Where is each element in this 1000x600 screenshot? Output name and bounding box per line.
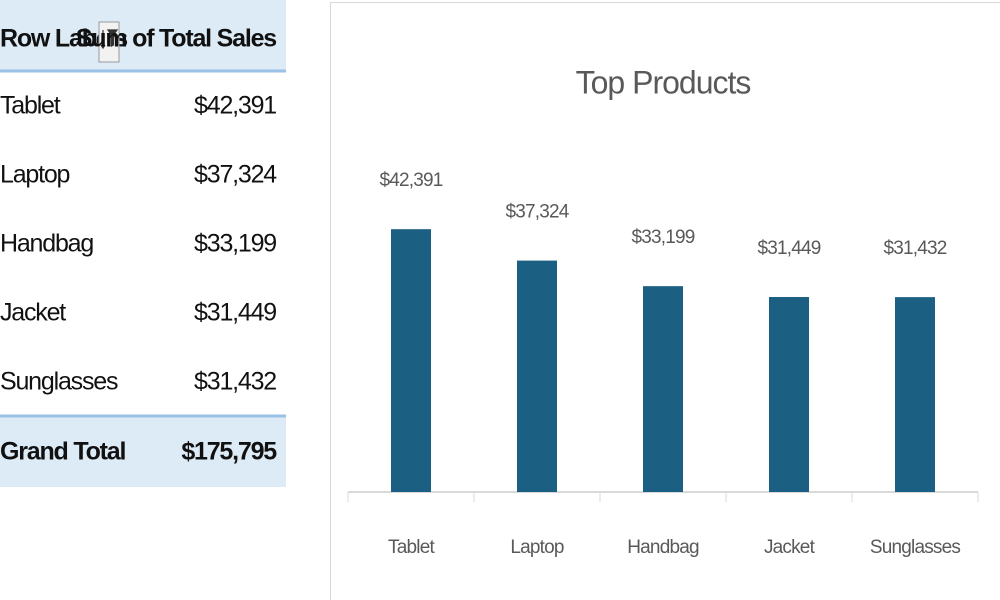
row-label: Laptop [0,161,70,189]
filter-icon [100,29,119,50]
row-value: $31,449 [194,299,276,327]
bar [391,229,431,493]
row-value: $31,432 [194,368,276,396]
x-tick-label: Tablet [388,537,435,558]
row-label: Tablet [0,92,61,120]
total-value: $175,795 [181,438,277,466]
bar [643,286,683,492]
x-tick-label: Sunglasses [870,537,961,558]
bar [895,297,935,492]
x-tick-label: Handbag [627,537,699,558]
total-bg [0,416,286,487]
chart-title: Top Products [576,64,751,100]
row-label: Handbag [0,230,93,258]
data-label: $31,449 [757,238,820,259]
bar [517,260,557,492]
header-sales: Sum of Total Sales [76,25,276,53]
row-label: Sunglasses [0,368,118,396]
data-label: $31,432 [883,238,946,259]
row-value: $42,391 [194,92,276,120]
data-label: $33,199 [631,227,694,248]
row-value: $37,324 [194,161,277,189]
x-tick-label: Jacket [764,537,816,558]
x-tick-label: Laptop [510,537,564,558]
data-label: $42,391 [379,170,442,191]
table-header-bg [0,0,286,70]
bar [769,297,809,492]
row-value: $33,199 [194,230,276,258]
total-label: Grand Total [0,438,125,466]
filter-button[interactable] [98,21,120,63]
data-label: $37,324 [505,202,569,223]
row-label: Jacket [0,299,66,327]
